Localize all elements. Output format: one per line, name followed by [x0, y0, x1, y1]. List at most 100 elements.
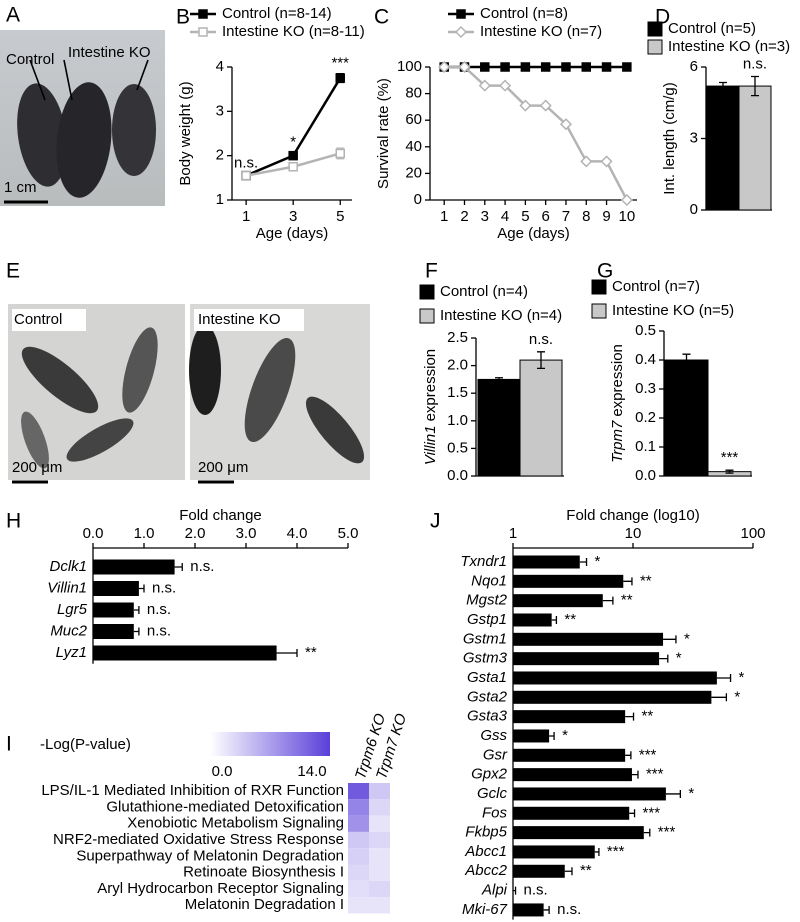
- category-label: Alpi: [481, 882, 508, 899]
- panel-letter: C: [374, 6, 389, 29]
- significance-label: **: [642, 708, 654, 725]
- error-bar: [719, 81, 727, 91]
- bar: [513, 671, 717, 685]
- y-tick-label: 0.5: [447, 439, 468, 456]
- legend-label: Control (n=8): [480, 5, 568, 22]
- significance-label: *: [739, 669, 745, 686]
- error-bar: [543, 905, 550, 914]
- x-tick-label: 7: [562, 208, 570, 225]
- error-bar: [174, 563, 183, 571]
- y-tick-label: 1: [216, 191, 224, 208]
- significance-label: ***: [646, 766, 664, 783]
- error-bar: [602, 596, 614, 605]
- category-label: Mki-67: [462, 901, 508, 918]
- photo-label: Control: [6, 51, 54, 68]
- x-tick-label: 10: [625, 525, 642, 542]
- photo-label: Control: [14, 311, 62, 328]
- y-tick-label: 100: [397, 58, 422, 75]
- y-tick-label: 0.0: [447, 467, 468, 484]
- y-tick-label: 2.5: [447, 329, 468, 346]
- x-tick-label: 1: [242, 208, 250, 225]
- legend-marker: [198, 9, 208, 19]
- x-tick-label: 3: [289, 208, 297, 225]
- bar: [93, 624, 134, 639]
- x-tick-label: 0.0: [83, 525, 104, 542]
- heat-cell: [348, 831, 369, 849]
- legend-marker: [456, 9, 466, 19]
- error-bar: [659, 654, 669, 663]
- legend-swatch: [591, 303, 607, 319]
- significance-label: n.s.: [147, 622, 171, 639]
- error-bar: [623, 577, 633, 586]
- category-label: Gsta2: [467, 688, 508, 705]
- bar: [477, 378, 521, 477]
- bar: [513, 748, 626, 762]
- colorbar: [210, 732, 330, 756]
- panel-letter: B: [176, 6, 190, 29]
- scale-bar-label: 200 μm: [12, 459, 62, 476]
- heat-cell: [369, 799, 390, 816]
- error-bar: [495, 377, 503, 382]
- legend-label: Control (n=4): [440, 283, 528, 300]
- y-axis-label: Body weight (g): [177, 81, 194, 185]
- y-tick-label: 6: [690, 58, 698, 75]
- category-label: Gstm1: [463, 630, 507, 647]
- panel-letter: A: [6, 4, 20, 27]
- error-bar: [665, 789, 681, 798]
- x-tick-label: 6: [542, 208, 550, 225]
- x-tick-label: 2.0: [185, 525, 206, 542]
- y-tick-label: 0: [690, 201, 698, 218]
- x-tick-label: 10: [619, 208, 636, 225]
- data-point: [581, 62, 592, 72]
- y-tick-label: 0.5: [635, 322, 656, 339]
- bar: [93, 645, 277, 661]
- legend-label: Intestine KO (n=3): [668, 38, 790, 55]
- category-label: Gclc: [477, 785, 508, 802]
- significance-label: ***: [639, 746, 657, 763]
- significance-label: n.s.: [524, 882, 548, 899]
- x-tick-label: 5: [521, 208, 529, 225]
- data-point: [519, 99, 532, 112]
- heat-cell: [348, 848, 369, 865]
- bar: [513, 632, 664, 646]
- significance-label: *: [595, 553, 601, 570]
- error-bar: [629, 809, 636, 818]
- significance-label: n.s.: [557, 901, 581, 918]
- row-label: Retinoate Biosynthesis I: [183, 864, 344, 881]
- bar: [513, 826, 644, 840]
- bar: [513, 574, 624, 588]
- category-label: Gsr: [483, 746, 508, 763]
- row-label: LPS/IL-1 Mediated Inhibition of RXR Func…: [41, 782, 344, 799]
- heat-cell: [369, 848, 390, 865]
- heat-cell: [369, 864, 390, 881]
- y-axis-label-text: expression: [609, 344, 626, 417]
- y-tick-label: 1.0: [447, 412, 468, 429]
- heat-cell: [348, 815, 369, 832]
- error-bar: [138, 584, 145, 593]
- x-tick-label: 9: [602, 208, 610, 225]
- panel-letter: G: [597, 260, 613, 283]
- category-label: Gstp1: [467, 611, 507, 628]
- error-bar: [716, 673, 732, 682]
- error-bar: [133, 627, 140, 636]
- y-tick-label: 0: [414, 191, 422, 208]
- significance-label: *: [290, 134, 296, 151]
- panel-letter: E: [6, 260, 20, 283]
- category-label: Txndr1: [460, 553, 507, 570]
- data-line: [444, 65, 628, 201]
- significance-label: n.s.: [529, 331, 553, 348]
- x-tick-label: 5.0: [338, 525, 359, 542]
- category-label: Gsta1: [467, 669, 507, 686]
- x-tick-label: 1: [440, 208, 448, 225]
- category-label: Gsta3: [467, 708, 508, 725]
- bar: [738, 85, 772, 211]
- bar: [664, 359, 709, 477]
- legend-marker: [198, 27, 208, 37]
- data-point: [561, 62, 571, 72]
- error-bar: [564, 867, 573, 876]
- heat-cell: [348, 864, 369, 881]
- bar: [513, 729, 550, 743]
- y-axis-label: Survival rate (%): [375, 78, 392, 189]
- category-label: Lgr5: [57, 601, 88, 618]
